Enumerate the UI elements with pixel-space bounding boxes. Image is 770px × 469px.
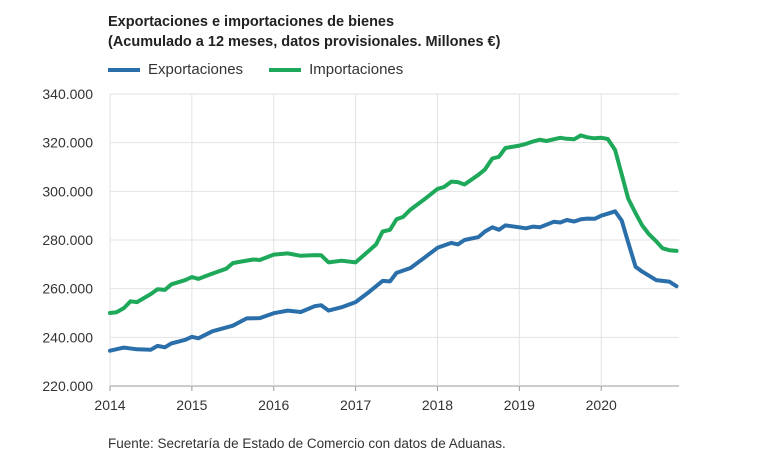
y-tick-label: 260.000 bbox=[42, 281, 93, 297]
chart-title: Exportaciones e importaciones de bienes bbox=[108, 14, 395, 30]
series-line-importaciones bbox=[108, 133, 679, 315]
y-tick-label: 340.000 bbox=[42, 86, 93, 102]
y-tick-label: 280.000 bbox=[42, 232, 93, 248]
legend: Exportaciones Importaciones bbox=[108, 61, 429, 78]
x-tick-label: 2018 bbox=[422, 397, 453, 413]
x-tick-label: 2017 bbox=[340, 397, 371, 413]
legend-label-exportaciones: Exportaciones bbox=[148, 61, 244, 78]
x-tick-label: 2019 bbox=[504, 397, 535, 413]
y-tick-label: 240.000 bbox=[42, 329, 93, 345]
legend-item-exportaciones: Exportaciones bbox=[108, 61, 243, 78]
y-tick-label: 300.000 bbox=[42, 183, 93, 199]
x-tick-label: 2014 bbox=[94, 397, 125, 413]
chart-subtitle: (Acumulado a 12 meses, datos provisional… bbox=[108, 34, 501, 50]
y-tick-label: 220.000 bbox=[42, 378, 93, 394]
legend-swatch-importaciones bbox=[269, 67, 302, 72]
y-tick-label: 320.000 bbox=[42, 135, 93, 151]
x-tick-label: 2016 bbox=[258, 397, 289, 413]
x-tick-label: 2015 bbox=[176, 397, 207, 413]
legend-label-importaciones: Importaciones bbox=[309, 61, 404, 78]
legend-item-importaciones: Importaciones bbox=[269, 61, 403, 78]
source-note: Fuente: Secretaría de Estado de Comercio… bbox=[108, 436, 506, 451]
x-tick-label: 2020 bbox=[586, 397, 617, 413]
chart-title-block: Exportaciones e importaciones de bienes … bbox=[108, 12, 500, 52]
legend-swatch-exportaciones bbox=[108, 67, 140, 72]
series-line-exportaciones bbox=[108, 209, 679, 353]
